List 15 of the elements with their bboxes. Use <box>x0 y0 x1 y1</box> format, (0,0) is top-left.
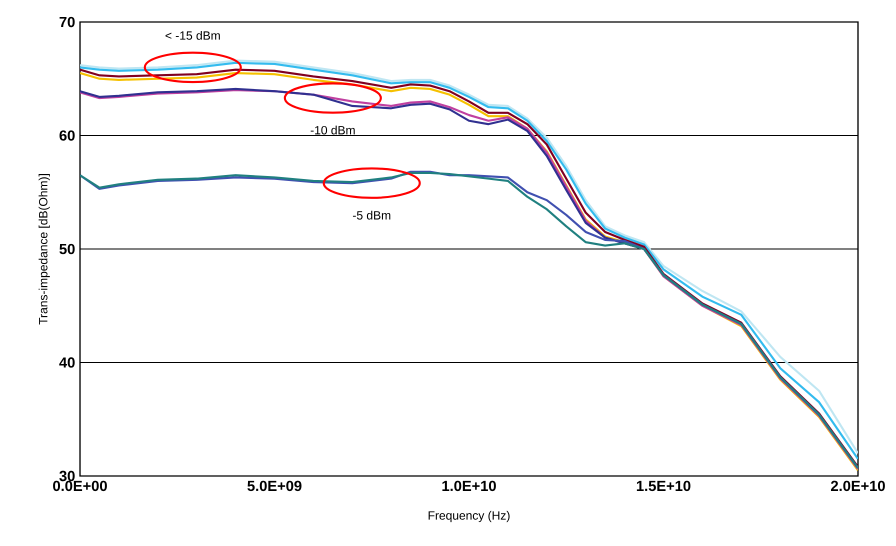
x-tick-label: 1.0E+10 <box>442 480 496 492</box>
x-tick-label: 5.0E+09 <box>247 480 302 492</box>
x-tick-label: 1.5E+10 <box>636 480 690 492</box>
y-tick-label: 50 <box>59 244 75 254</box>
annotation: -10 dBm <box>310 126 355 134</box>
y-tick-label: 40 <box>59 357 75 368</box>
annotation: -5 dBm <box>352 210 390 220</box>
x-tick-label: 2.0E+10 <box>830 480 885 492</box>
y-tick-label: 30 <box>59 470 75 482</box>
x-tick-label: 0.0E+00 <box>53 480 107 492</box>
annotation: < -15 dBm <box>166 30 220 40</box>
x-axis-title: Frequency (Hz) <box>428 510 510 522</box>
y-tick-label: 70 <box>60 16 75 28</box>
y-axis-title: Trans-impedance [dB(Ohm)] <box>38 174 50 325</box>
y-tick-label: 60 <box>60 130 75 141</box>
